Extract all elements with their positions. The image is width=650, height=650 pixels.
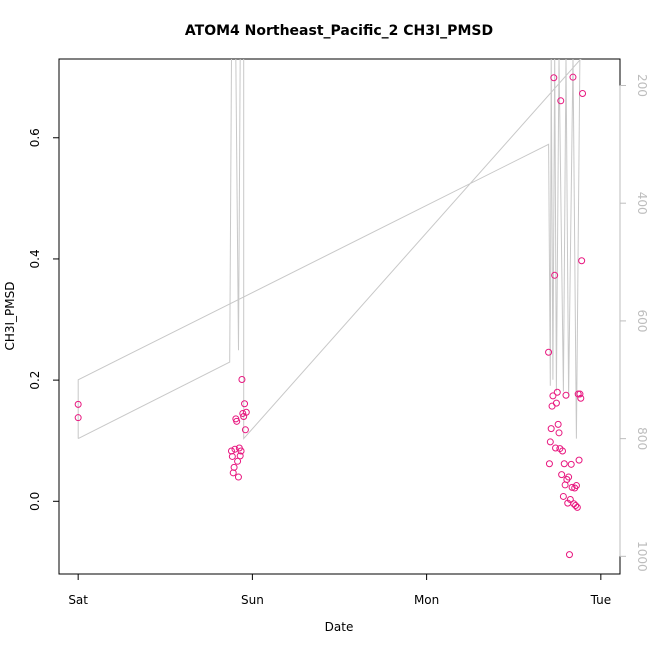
data-point <box>74 414 82 422</box>
data-point <box>560 460 568 468</box>
data-point <box>231 445 239 453</box>
data-point <box>548 402 556 410</box>
data-point <box>570 500 578 508</box>
secondary-y-axis: 200 400 600 800 1000 <box>619 74 649 572</box>
data-point <box>565 473 573 481</box>
secondary-series-line <box>77 59 582 440</box>
data-point <box>568 483 576 491</box>
data-point <box>549 392 557 400</box>
data-point <box>239 409 247 417</box>
y-tick-label: 0.4 <box>28 249 42 268</box>
data-point <box>553 388 561 396</box>
x-axis-label: Date <box>325 620 354 634</box>
plot-frame <box>58 58 621 575</box>
data-point <box>238 376 246 384</box>
data-point <box>578 257 586 265</box>
y-tick-label: 0.2 <box>28 371 42 390</box>
secondary-line-layer <box>77 59 582 440</box>
data-point <box>559 492 567 500</box>
data-point <box>557 97 565 105</box>
secondary-y-tick-label: 200 <box>635 74 649 97</box>
data-point <box>579 90 587 98</box>
data-point <box>236 452 244 460</box>
data-point <box>577 394 585 402</box>
data-point <box>74 400 82 408</box>
data-point <box>565 551 573 559</box>
data-point <box>566 495 574 503</box>
secondary-y-tick-label: 1000 <box>635 541 649 572</box>
data-point <box>552 444 560 452</box>
data-point <box>576 390 584 398</box>
data-point <box>234 473 242 481</box>
secondary-y-tick-label: 400 <box>635 192 649 215</box>
data-point <box>567 460 575 468</box>
x-axis: Sat Sun Mon Tue <box>68 573 612 607</box>
data-point <box>569 73 577 81</box>
data-point <box>552 399 560 407</box>
data-point <box>241 426 249 434</box>
x-tick-label: Sat <box>68 593 88 607</box>
data-point <box>550 74 558 82</box>
points-layer <box>74 73 587 559</box>
secondary-y-tick-label: 600 <box>635 309 649 332</box>
data-point <box>545 348 553 356</box>
chart-title: ATOM4 Northeast_Pacific_2 CH3I_PMSD <box>185 23 493 39</box>
x-tick-label: Mon <box>414 593 439 607</box>
data-point <box>241 400 249 408</box>
y-tick-label: 0.0 <box>28 492 42 511</box>
data-point <box>572 482 580 490</box>
secondary-y-tick-label: 800 <box>635 427 649 450</box>
data-point <box>237 447 245 455</box>
data-point <box>573 503 581 511</box>
data-point <box>234 457 242 465</box>
x-tick-label: Tue <box>590 593 612 607</box>
data-point <box>555 429 563 437</box>
y-axis-label: CH3I_PMSD <box>3 281 17 350</box>
x-tick-label: Sun <box>241 593 264 607</box>
data-point <box>233 417 241 425</box>
y-tick-label: 0.6 <box>28 128 42 147</box>
y-axis: 0.0 0.2 0.4 0.6 <box>28 128 60 511</box>
data-point <box>558 471 566 479</box>
data-point <box>559 447 567 455</box>
data-point <box>242 408 250 416</box>
data-point <box>551 271 559 279</box>
data-point <box>546 438 554 446</box>
data-point <box>572 502 580 510</box>
data-point <box>228 452 236 460</box>
data-point <box>547 425 555 433</box>
data-point <box>545 460 553 468</box>
data-point <box>554 420 562 428</box>
data-point <box>562 391 570 399</box>
data-point <box>575 456 583 464</box>
data-point <box>230 463 238 471</box>
